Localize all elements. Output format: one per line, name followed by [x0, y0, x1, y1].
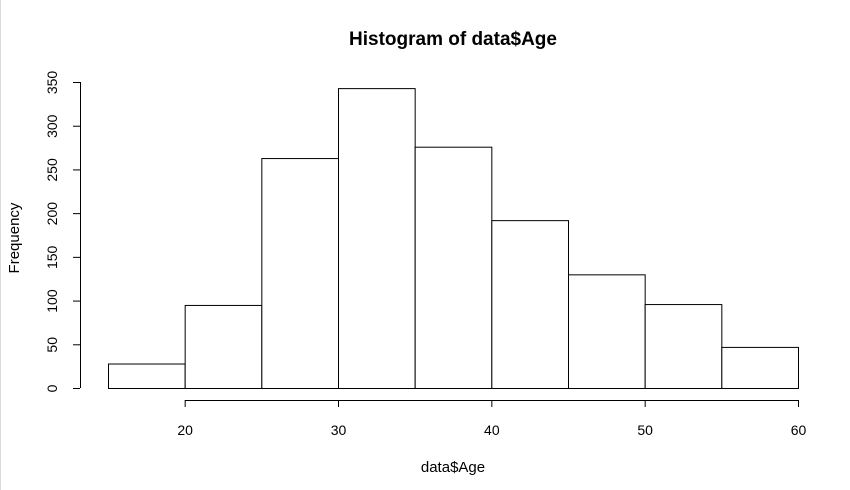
histogram-bar — [184, 304, 263, 390]
y-tick-label: 100 — [44, 289, 60, 313]
y-tick-label: 150 — [44, 245, 60, 269]
y-axis-label: Frequency — [6, 202, 23, 273]
histogram-bar — [644, 304, 723, 389]
histogram-bar — [261, 158, 340, 389]
histogram-bar — [338, 88, 416, 390]
y-axis: 0 50 100 150 200 250 300 350 — [44, 71, 81, 392]
histogram-bar — [108, 363, 186, 389]
y-tick-label: 200 — [44, 202, 60, 226]
x-tick-label: 60 — [791, 422, 807, 438]
histogram-bar — [491, 220, 570, 389]
y-tick-label: 300 — [44, 114, 60, 138]
chart-title: Histogram of data$Age — [349, 29, 557, 50]
y-tick-label: 50 — [44, 337, 60, 353]
y-tick-label: 250 — [44, 158, 60, 182]
x-tick-label: 40 — [484, 422, 500, 438]
x-tick-label: 30 — [331, 422, 347, 438]
y-tick-label: 0 — [44, 384, 60, 392]
bars-group — [108, 88, 799, 390]
x-axis-label: data$Age — [421, 459, 485, 476]
window-edge — [0, 0, 1, 490]
histogram-bar — [568, 274, 646, 390]
x-tick-label: 20 — [177, 422, 193, 438]
histogram-bar — [721, 346, 799, 389]
x-axis: 20 30 40 50 60 — [177, 400, 806, 438]
y-tick-label: 350 — [44, 71, 60, 95]
histogram-bar — [414, 146, 493, 389]
x-tick-label: 50 — [637, 422, 653, 438]
